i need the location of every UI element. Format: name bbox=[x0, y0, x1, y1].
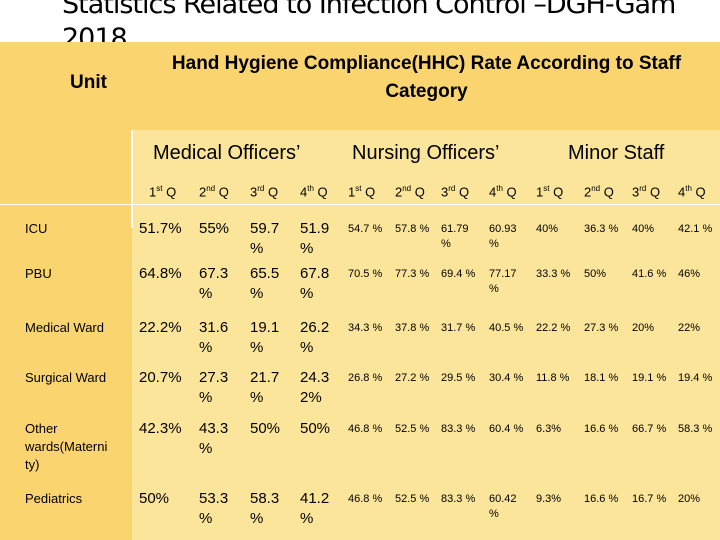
table-cell: 40.5 % bbox=[489, 322, 524, 334]
table-cell: 20% bbox=[678, 493, 701, 505]
table-cell: 18.1 % bbox=[584, 372, 619, 384]
quarter-label: 4th Q bbox=[489, 184, 517, 200]
table-cell: 30.4 % bbox=[489, 372, 524, 384]
table-cell: 40% bbox=[536, 223, 559, 235]
table-cell: 22.2 % bbox=[536, 322, 571, 334]
table-cell: 41.2 % bbox=[300, 490, 330, 527]
table-cell: 19.1 % bbox=[250, 319, 280, 356]
table-cell: 16.6 % bbox=[584, 423, 619, 435]
table-cell: 77.17 % bbox=[489, 268, 517, 295]
table-cell: 64.8% bbox=[139, 265, 182, 282]
category-nursing-officers: Nursing Officers’ bbox=[352, 142, 500, 164]
table-cell: 33.3 % bbox=[536, 268, 571, 280]
table-cell: 36.3 % bbox=[584, 223, 619, 235]
hhc-table: Unit Hand Hygiene Compliance(HHC) Rate A… bbox=[0, 42, 720, 540]
table-cell: 22% bbox=[678, 322, 701, 334]
row-label: ICU bbox=[25, 221, 48, 236]
table-cell: 43.3 % bbox=[199, 420, 229, 457]
table-cell: 67.8 % bbox=[300, 265, 330, 302]
table-cell: 9.3% bbox=[536, 493, 562, 505]
table-cell: 50% bbox=[300, 420, 331, 437]
quarter-label: 4th Q bbox=[678, 184, 706, 200]
table-cell: 53.3 % bbox=[199, 490, 229, 527]
table-cell: 26.2 % bbox=[300, 319, 330, 356]
table-cell: 16.7 % bbox=[632, 493, 667, 505]
quarter-label: 1st Q bbox=[149, 184, 177, 200]
table-cell: 42.1 % bbox=[678, 223, 713, 235]
table-cell: 40% bbox=[632, 223, 655, 235]
table-cell: 83.3 % bbox=[441, 493, 476, 505]
divider bbox=[131, 130, 133, 228]
table-cell: 24.3 2% bbox=[300, 369, 330, 406]
row-label: Other wards(Materni ty) bbox=[25, 421, 108, 472]
table-cell: 51.9 % bbox=[300, 220, 330, 257]
row-label: Surgical Ward bbox=[25, 370, 107, 385]
row-label: PBU bbox=[25, 266, 52, 281]
table-cell: 27.2 % bbox=[395, 372, 430, 384]
category-minor-staff: Minor Staff bbox=[568, 142, 665, 164]
quarter-label: 3rd Q bbox=[250, 184, 279, 200]
table-cell: 19.1 % bbox=[632, 372, 667, 384]
quarter-label: 1st Q bbox=[348, 184, 376, 200]
table-cell: 31.6 % bbox=[199, 319, 229, 356]
table-cell: 66.7 % bbox=[632, 423, 667, 435]
quarter-label: 4th Q bbox=[300, 184, 328, 200]
quarter-label: 3rd Q bbox=[441, 184, 470, 200]
table-cell: 77.3 % bbox=[395, 268, 430, 280]
category-medical-officers: Medical Officers’ bbox=[153, 142, 301, 164]
table-cell: 57.8 % bbox=[395, 223, 430, 235]
table-cell: 31.7 % bbox=[441, 322, 476, 334]
table-cell: 51.7% bbox=[139, 220, 182, 237]
table-cell: 59.7 % bbox=[250, 220, 280, 257]
table-cell: 46.8 % bbox=[348, 493, 383, 505]
quarter-label: 1st Q bbox=[536, 184, 564, 200]
table-cell: 26.8 % bbox=[348, 372, 383, 384]
quarter-label: 2nd Q bbox=[584, 184, 614, 200]
table-cell: 50% bbox=[250, 420, 281, 437]
table-cell: 50% bbox=[139, 490, 170, 507]
table-cell: 41.6 % bbox=[632, 268, 667, 280]
table-cell: 54.7 % bbox=[348, 223, 383, 235]
table-cell: 60.42 % bbox=[489, 493, 517, 520]
table-cell: 52.5 % bbox=[395, 493, 430, 505]
table-cell: 21.7 % bbox=[250, 369, 280, 406]
table-cell: 6.3% bbox=[536, 423, 562, 435]
table-cell: 34.3 % bbox=[348, 322, 383, 334]
table-cell: 46% bbox=[678, 268, 701, 280]
table-cell: 69.4 % bbox=[441, 268, 476, 280]
table-cell: 61.79 % bbox=[441, 223, 469, 250]
table-cell: 29.5 % bbox=[441, 372, 476, 384]
table-cell: 70.5 % bbox=[348, 268, 383, 280]
table-cell: 16.6 % bbox=[584, 493, 619, 505]
table-cell: 19.4 % bbox=[678, 372, 713, 384]
table-cell: 58.3 % bbox=[678, 423, 713, 435]
table-cell: 52.5 % bbox=[395, 423, 430, 435]
divider bbox=[0, 204, 720, 205]
quarter-label: 3rd Q bbox=[632, 184, 661, 200]
table-cell: 22.2% bbox=[139, 319, 182, 336]
table-cell: 20% bbox=[632, 322, 655, 334]
table-cell: 58.3 % bbox=[250, 490, 280, 527]
table-cell: 46.8 % bbox=[348, 423, 383, 435]
main-header: Hand Hygiene Compliance(HHC) Rate Accord… bbox=[171, 53, 682, 102]
table-cell: 27.3 % bbox=[584, 322, 619, 334]
quarter-label: 2nd Q bbox=[395, 184, 425, 200]
table-cell: 65.5 % bbox=[250, 265, 280, 302]
row-label: Medical Ward bbox=[25, 320, 104, 335]
table-cell: 67.3 % bbox=[199, 265, 229, 302]
table-cell: 27.3 % bbox=[199, 369, 229, 406]
row-label: Pediatrics bbox=[25, 491, 83, 506]
table-cell: 37.8 % bbox=[395, 322, 430, 334]
quarter-label: 2nd Q bbox=[199, 184, 229, 200]
table-cell: 20.7% bbox=[139, 369, 182, 386]
table-cell: 60.4 % bbox=[489, 423, 524, 435]
unit-header: Unit bbox=[70, 72, 107, 93]
table-cell: 83.3 % bbox=[441, 423, 476, 435]
table-cell: 60.93 % bbox=[489, 223, 517, 250]
table-cell: 50% bbox=[584, 268, 607, 280]
table-cell: 11.8 % bbox=[536, 372, 570, 384]
unit-column-band bbox=[0, 42, 132, 540]
table-cell: 42.3% bbox=[139, 420, 182, 437]
table-cell: 55% bbox=[199, 220, 230, 237]
